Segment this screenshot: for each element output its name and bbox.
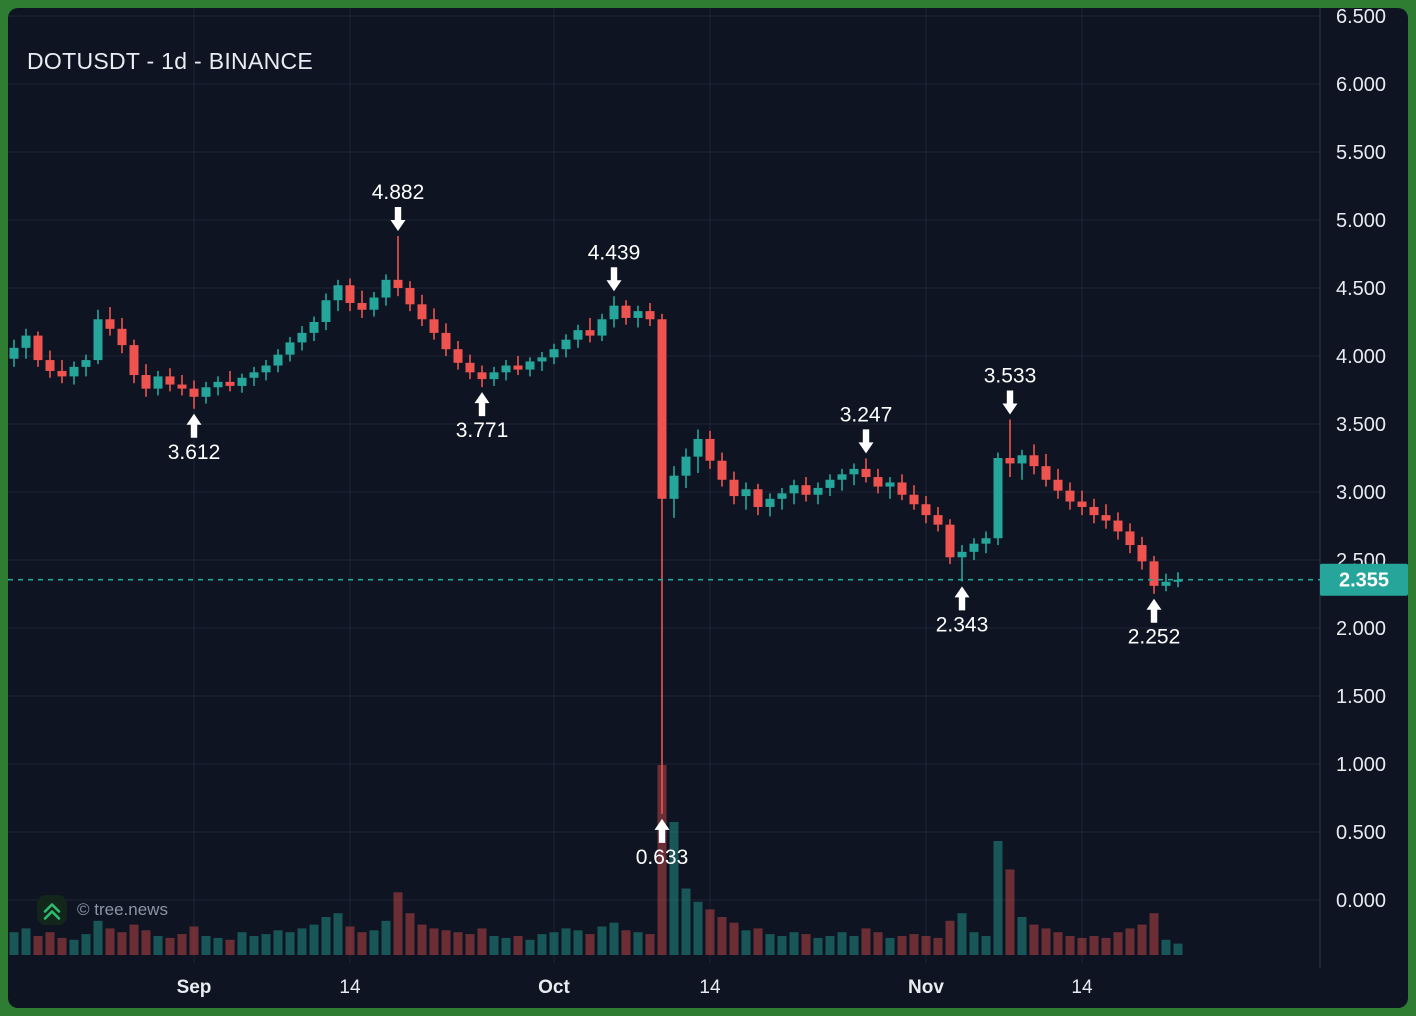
svg-text:4.000: 4.000: [1336, 346, 1386, 368]
svg-text:2.355: 2.355: [1339, 570, 1389, 592]
svg-text:2.343: 2.343: [936, 613, 989, 636]
annotation-3.771: 3.771: [456, 392, 509, 442]
svg-text:3.771: 3.771: [456, 419, 509, 442]
watermark-text: © tree.news: [77, 900, 168, 920]
annotation-2.252: 2.252: [1128, 599, 1181, 649]
svg-text:3.612: 3.612: [168, 441, 221, 464]
svg-text:2.000: 2.000: [1336, 618, 1386, 640]
svg-text:3.000: 3.000: [1336, 482, 1386, 504]
svg-text:3.533: 3.533: [984, 365, 1037, 388]
svg-text:Oct: Oct: [538, 977, 570, 998]
candlestick-chart[interactable]: 3.612 4.882 3.771 4.439 0.633 3.247 2.343 3.533…: [8, 8, 1408, 1008]
price-axis[interactable]: 6.500 6.000 5.500 5.000 4.500 4.000 3.500 3.000…: [1320, 8, 1386, 968]
annotation-3.247: 3.247: [840, 403, 893, 453]
watermark: © tree.news: [36, 894, 168, 926]
svg-text:0.500: 0.500: [1336, 822, 1386, 844]
svg-text:14: 14: [1071, 977, 1093, 998]
annotation-3.533: 3.533: [984, 365, 1037, 415]
svg-text:3.247: 3.247: [840, 403, 893, 426]
svg-text:5.500: 5.500: [1336, 142, 1386, 164]
chart-title: DOTUSDT - 1d - BINANCE: [27, 48, 313, 75]
svg-text:2.252: 2.252: [1128, 626, 1181, 649]
svg-text:4.439: 4.439: [588, 241, 641, 264]
current-price-label: 2.355: [1320, 564, 1408, 596]
svg-text:14: 14: [699, 977, 721, 998]
svg-text:1.500: 1.500: [1336, 686, 1386, 708]
svg-text:5.000: 5.000: [1336, 210, 1386, 232]
svg-text:0.633: 0.633: [636, 846, 689, 869]
svg-text:1.000: 1.000: [1336, 754, 1386, 776]
volume-bars: [10, 765, 1183, 955]
svg-text:4.882: 4.882: [372, 181, 425, 204]
svg-text:14: 14: [339, 977, 361, 998]
time-axis[interactable]: Sep 14 Oct 14 Nov 14: [177, 977, 1093, 998]
chart-card: 3.612 4.882 3.771 4.439 0.633 3.247 2.343 3.533…: [8, 8, 1408, 1008]
price-annotations: 3.612 4.882 3.771 4.439 0.633 3.247 2.343 3.533…: [168, 181, 1181, 869]
annotation-2.343: 2.343: [936, 586, 989, 636]
svg-text:Nov: Nov: [908, 977, 944, 998]
candles-layer: [10, 236, 1183, 814]
chevrons-up-icon: [36, 894, 68, 926]
svg-text:6.500: 6.500: [1336, 8, 1386, 28]
svg-text:6.000: 6.000: [1336, 74, 1386, 96]
svg-text:3.500: 3.500: [1336, 414, 1386, 436]
app-frame: 3.612 4.882 3.771 4.439 0.633 3.247 2.343 3.533…: [0, 0, 1416, 1016]
svg-text:4.500: 4.500: [1336, 278, 1386, 300]
annotation-4.882: 4.882: [372, 181, 425, 231]
svg-text:Sep: Sep: [177, 977, 212, 998]
annotation-4.439: 4.439: [588, 241, 641, 291]
svg-text:0.000: 0.000: [1336, 890, 1386, 912]
